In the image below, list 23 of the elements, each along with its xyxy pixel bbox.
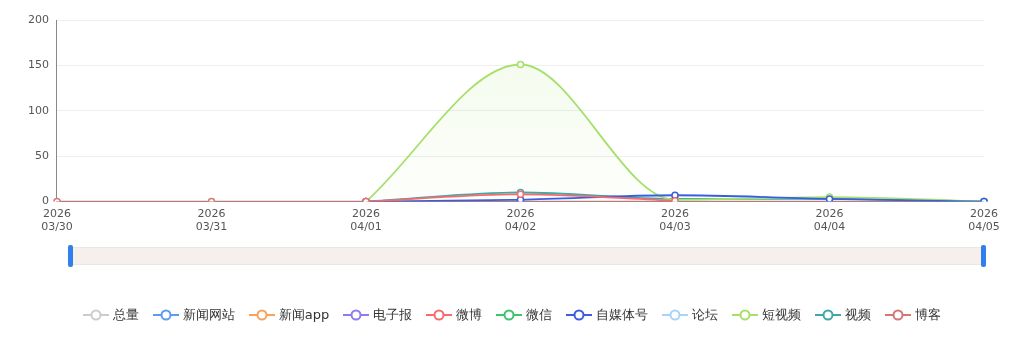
- legend-label: 电子报: [373, 306, 413, 324]
- legend-label: 新闻app: [278, 306, 330, 324]
- y-tick-label: 200: [28, 12, 49, 26]
- legend-label: 短视频: [762, 306, 802, 324]
- legend-label: 微信: [526, 306, 553, 324]
- legend-label: 论坛: [692, 306, 719, 324]
- legend-label: 总量: [112, 306, 139, 324]
- y-tick-label: 150: [28, 58, 49, 72]
- x-tick-label: 2026 04/03: [659, 207, 691, 234]
- x-tick-label: 2026 04/05: [968, 207, 1000, 234]
- legend-label: 视频: [845, 306, 872, 324]
- legend-label: 自媒体号: [596, 306, 649, 324]
- legend-label: 新闻网站: [182, 306, 235, 324]
- y-tick-label: 100: [28, 103, 49, 117]
- x-tick-label: 2026 04/02: [504, 207, 537, 234]
- legend-label: 微博: [456, 306, 483, 324]
- y-tick-label: 0: [42, 194, 49, 208]
- x-tick-label: 2026 04/01: [350, 207, 382, 234]
- y-tick-label: 50: [35, 149, 49, 163]
- x-tick-label: 2026 03/30: [41, 207, 73, 234]
- legend-label: 博客: [915, 306, 942, 324]
- x-tick-label: 2026 03/31: [195, 207, 228, 234]
- x-tick-label: 2026 04/04: [813, 207, 846, 234]
